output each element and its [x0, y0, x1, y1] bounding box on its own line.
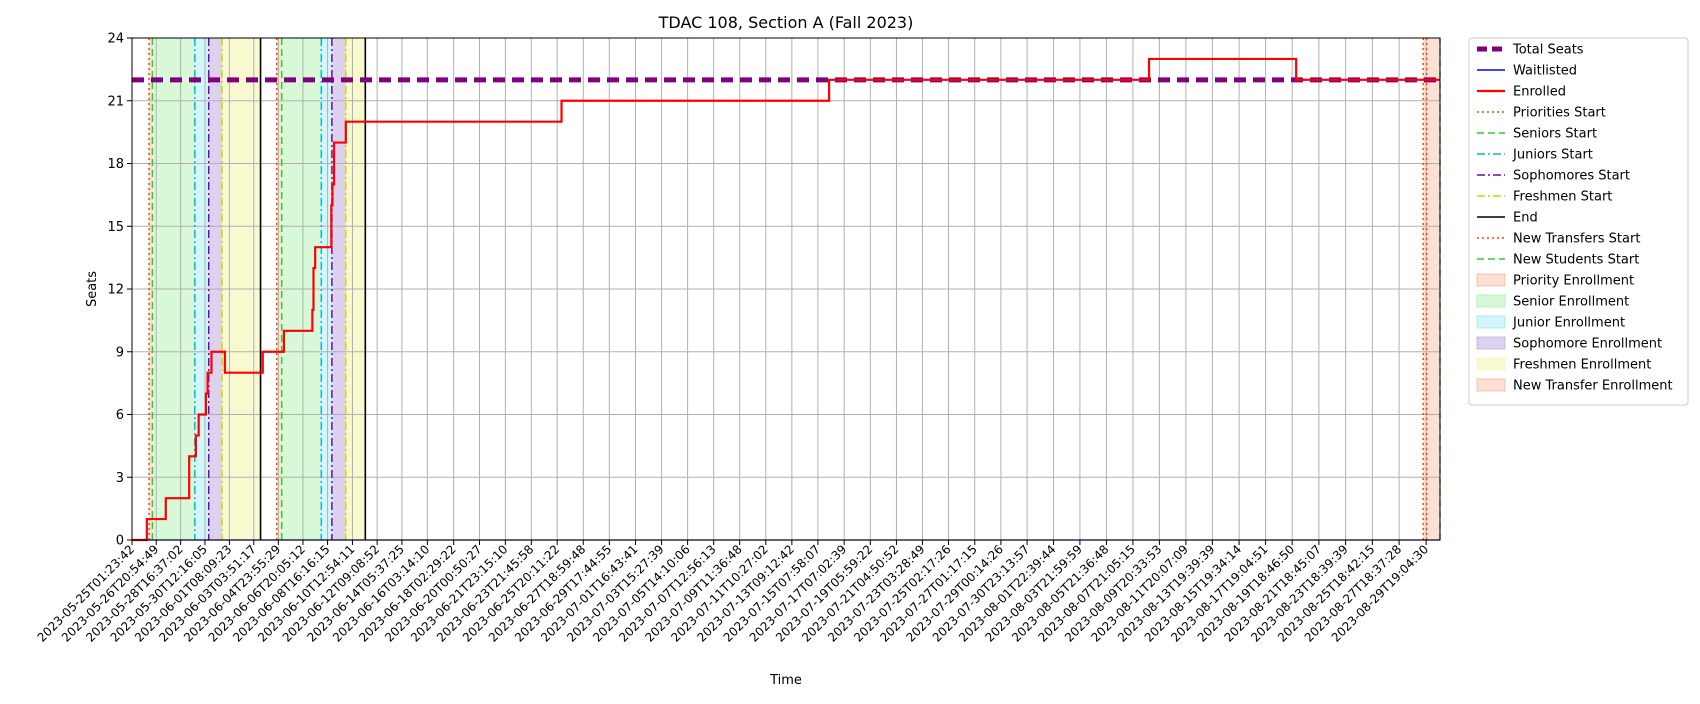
legend-item: Sophomore Enrollment: [1476, 336, 1662, 352]
legend-label: Junior Enrollment: [1512, 316, 1625, 331]
legend-label: Seniors Start: [1513, 127, 1597, 142]
y-axis-ticks: 0 3 6 9 12 15 18 21 24: [107, 32, 132, 549]
x-axis-label: Time: [769, 673, 802, 688]
legend-label: Sophomores Start: [1513, 169, 1630, 184]
legend-label: Freshmen Start: [1513, 190, 1612, 205]
y-tick-label: 3: [116, 471, 124, 486]
y-tick-label: 18: [107, 157, 124, 172]
legend-item: Juniors Start: [1477, 148, 1593, 163]
legend-label: New Students Start: [1513, 253, 1639, 268]
legend-label: New Transfers Start: [1513, 232, 1640, 247]
legend-item: Priorities Start: [1477, 106, 1606, 121]
legend-label: End: [1513, 211, 1538, 226]
freshmen-enrollment-legend-swatch: [1476, 357, 1506, 371]
legend-item: Waitlisted: [1477, 64, 1577, 79]
legend-label: Enrolled: [1513, 85, 1566, 100]
y-tick-label: 24: [107, 32, 124, 47]
legend-label: Sophomore Enrollment: [1513, 337, 1662, 352]
legend-item: Junior Enrollment: [1476, 315, 1625, 331]
legend-item: Senior Enrollment: [1476, 294, 1629, 310]
y-tick-label: 21: [107, 94, 124, 109]
legend-item: Seniors Start: [1477, 127, 1597, 142]
phase-start-lines: [148, 38, 1441, 540]
y-tick-label: 9: [116, 345, 124, 360]
chart-title: TDAC 108, Section A (Fall 2023): [658, 13, 914, 32]
y-tick-label: 15: [107, 220, 124, 235]
legend-label: Priority Enrollment: [1513, 274, 1634, 289]
grid-lines: [131, 37, 1440, 541]
enrolled-series: [132, 57, 1440, 542]
legend-frame: [1468, 37, 1689, 406]
x-axis-ticks: 2023-05-25T01:23:422023-05-26T20:54:4920…: [35, 540, 1431, 645]
legend-item: New Students Start: [1477, 253, 1639, 268]
legend-label: Total Seats: [1512, 43, 1584, 58]
legend-item: End: [1477, 211, 1538, 226]
sophomore-enrollment-legend-swatch: [1476, 336, 1506, 350]
legend-label: Juniors Start: [1512, 148, 1593, 163]
y-axis-label: Seats: [85, 271, 100, 307]
legend-item: Enrolled: [1477, 85, 1566, 100]
priority-enrollment-legend-swatch: [1476, 273, 1506, 287]
junior-enrollment-legend-swatch: [1476, 315, 1506, 329]
legend-label: New Transfer Enrollment: [1513, 379, 1673, 394]
y-tick-label: 12: [107, 283, 124, 298]
legend-item: Priority Enrollment: [1476, 273, 1634, 289]
y-tick-label: 0: [116, 534, 124, 549]
legend-item: New Transfer Enrollment: [1476, 378, 1673, 394]
legend-label: Priorities Start: [1513, 106, 1606, 121]
legend-item: New Transfers Start: [1477, 232, 1640, 247]
legend-item: Total Seats: [1477, 43, 1584, 58]
legend: Total Seats Waitlisted Enrolled Priorities …: [1468, 37, 1689, 406]
legend-item: Freshmen Start: [1477, 190, 1612, 205]
new-transfer-enrollment-legend-swatch: [1476, 378, 1506, 392]
y-tick-label: 6: [116, 408, 124, 423]
legend-label: Freshmen Enrollment: [1513, 358, 1651, 373]
legend-item: Freshmen Enrollment: [1476, 357, 1651, 373]
legend-item: Sophomores Start: [1477, 169, 1630, 184]
legend-label: Waitlisted: [1513, 64, 1577, 79]
senior-enrollment-legend-swatch: [1476, 294, 1506, 308]
legend-label: Senior Enrollment: [1513, 295, 1629, 310]
